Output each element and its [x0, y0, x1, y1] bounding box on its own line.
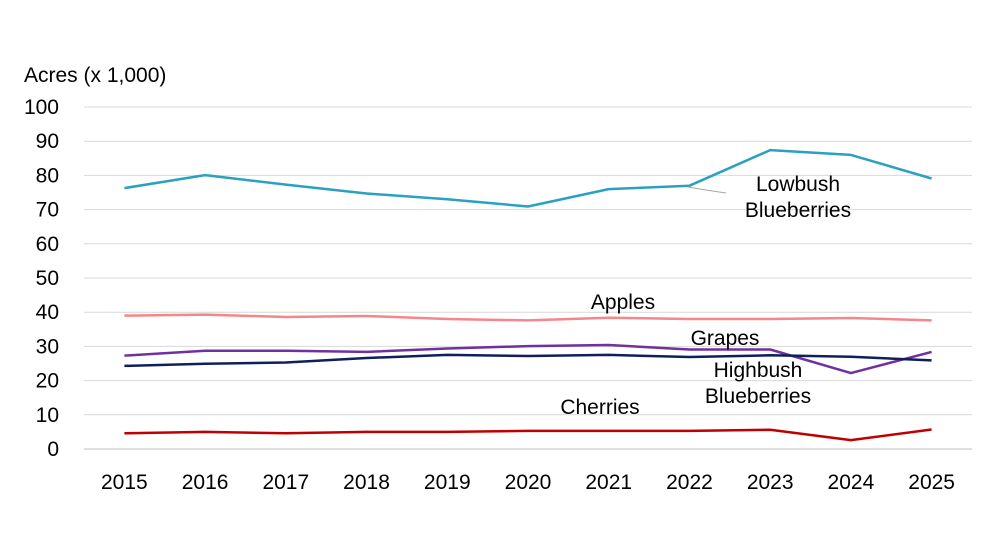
series-label: Highbush: [714, 359, 803, 382]
series-label: Lowbush: [756, 173, 840, 196]
y-tick-label: 70: [36, 199, 59, 222]
y-axis-title: Acres (x 1,000): [24, 64, 166, 87]
x-tick-label: 2019: [424, 471, 471, 494]
y-tick-label: 50: [36, 267, 59, 290]
series-labels: Lowbush Blueberries Apples Grapes Highbush Bl…: [560, 173, 851, 419]
y-tick-label: 20: [36, 370, 59, 393]
series-line-1: [124, 313, 932, 322]
x-tick-label: 2018: [343, 471, 390, 494]
series-line-3: [124, 353, 932, 368]
y-tick-label: 30: [36, 335, 59, 358]
y-tick-label: 60: [36, 233, 59, 256]
x-tick-label: 2022: [666, 471, 713, 494]
y-tick-label: 90: [36, 130, 59, 153]
series-label: Cherries: [560, 396, 639, 419]
x-tick-label: 2016: [182, 471, 229, 494]
label-leader-line: [687, 186, 727, 194]
series-label: Blueberries: [705, 385, 811, 408]
x-axis-ticks: 2015 2016 2017 2018 2019 2020 2021 2022 2023 2024…: [101, 471, 955, 494]
gridlines: [84, 106, 972, 450]
y-tick-label: 10: [36, 404, 59, 427]
series-lines: [124, 148, 932, 442]
y-tick-label: 100: [24, 96, 59, 119]
x-tick-label: 2025: [908, 471, 955, 494]
y-tick-label: 80: [36, 164, 59, 187]
series-label: Apples: [591, 291, 655, 314]
y-tick-label: 40: [36, 301, 59, 324]
x-tick-label: 2017: [262, 471, 309, 494]
series-line-2: [124, 343, 932, 375]
series-line-4: [124, 428, 932, 442]
x-tick-label: 2020: [505, 471, 552, 494]
x-tick-label: 2015: [101, 471, 148, 494]
y-axis-ticks: 0 10 20 30 40 50 60 70 80 90 100: [24, 96, 59, 461]
x-tick-label: 2021: [585, 471, 632, 494]
x-tick-label: 2024: [828, 471, 875, 494]
series-label: Blueberries: [745, 199, 851, 222]
series-label: Grapes: [691, 327, 760, 350]
series-line-0: [124, 148, 932, 208]
x-tick-label: 2023: [747, 471, 794, 494]
y-tick-label: 0: [47, 438, 59, 461]
